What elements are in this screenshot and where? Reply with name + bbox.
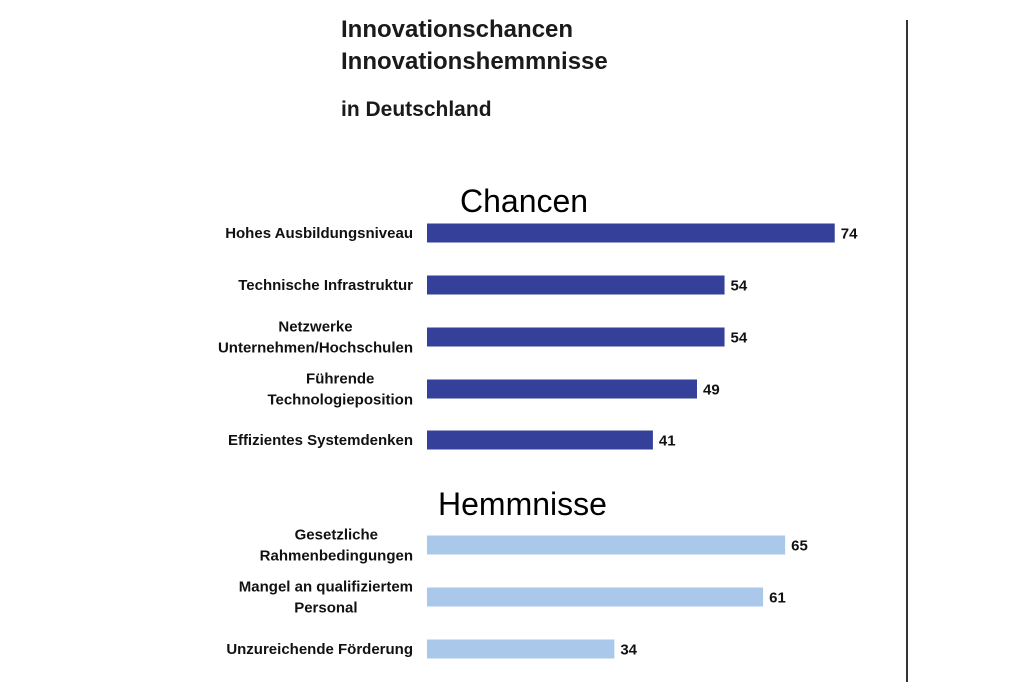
section-title-hemmnisse: Hemmnisse: [438, 486, 607, 522]
value-label: 74: [841, 226, 858, 243]
bar-chancen-0: [427, 223, 835, 243]
category-label: Technologieposition: [267, 392, 413, 409]
category-label: Gesetzliche: [295, 527, 378, 544]
bar-hemmnisse-1: [427, 587, 764, 607]
category-label: Netzwerke: [278, 319, 352, 336]
value-label: 41: [659, 433, 676, 450]
bar-hemmnisse-2: [427, 639, 615, 659]
category-label: Personal: [294, 600, 357, 617]
value-label: 61: [769, 590, 786, 607]
category-label: Führende: [306, 371, 374, 388]
bar-chancen-2: [427, 327, 725, 347]
bar-chancen-4: [427, 430, 653, 450]
vertical-divider: [906, 20, 908, 682]
category-label: Unternehmen/Hochschulen: [218, 340, 413, 357]
category-label: Hohes Ausbildungsniveau: [225, 225, 413, 242]
value-label: 65: [791, 538, 808, 555]
bar-hemmnisse-0: [427, 535, 786, 555]
title-line-1: Innovationschancen: [341, 16, 574, 43]
section-title-chancen: Chancen: [460, 183, 588, 219]
category-label: Unzureichende Förderung: [226, 641, 413, 658]
chart-title: Innovationschancen Innovationshemmnisse: [341, 14, 608, 78]
category-label: Mangel an qualifiziertem: [239, 579, 413, 596]
title-line-2: Innovationshemmnisse: [341, 48, 608, 75]
bar-chancen-1: [427, 275, 725, 295]
value-label: 34: [620, 642, 637, 659]
value-label: 49: [703, 382, 720, 399]
category-label: Effizientes Systemdenken: [228, 432, 413, 449]
bar-chancen-3: [427, 379, 697, 399]
value-label: 54: [731, 278, 748, 295]
chart-subtitle: in Deutschland: [341, 98, 492, 121]
value-label: 54: [731, 330, 748, 347]
category-label: Rahmenbedingungen: [260, 548, 413, 565]
category-label: Technische Infrastruktur: [238, 277, 413, 294]
